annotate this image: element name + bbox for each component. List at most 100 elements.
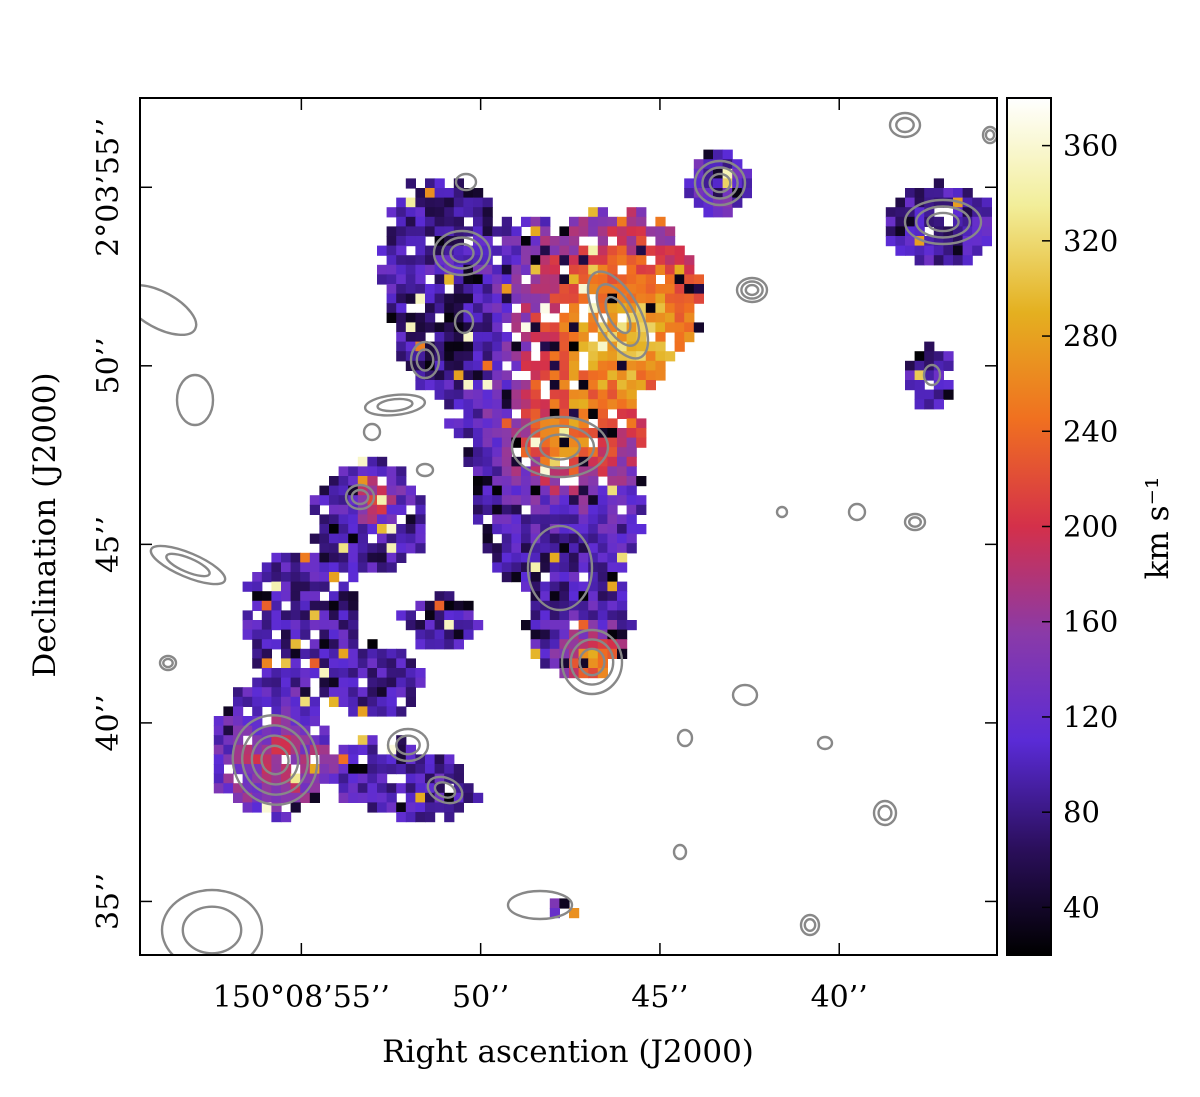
- velocity-pixel: [521, 264, 532, 275]
- velocity-pixel: [530, 648, 541, 659]
- velocity-pixel: [588, 264, 599, 275]
- velocity-pixel: [501, 245, 512, 256]
- velocity-pixel: [213, 754, 224, 765]
- velocity-pixel: [434, 792, 445, 803]
- velocity-pixel: [434, 303, 445, 314]
- velocity-pixel: [242, 581, 253, 592]
- contour-line: [578, 647, 606, 677]
- contour-line: [922, 363, 942, 387]
- velocity-pixel: [473, 216, 484, 227]
- velocity-pixel: [357, 696, 368, 707]
- velocity-pixel: [559, 581, 570, 592]
- velocity-pixel: [597, 447, 608, 458]
- velocity-pixel: [261, 600, 272, 611]
- velocity-pixel: [597, 284, 608, 295]
- velocity-pixel: [415, 754, 426, 765]
- velocity-pixel: [434, 332, 445, 343]
- velocity-pixel: [319, 572, 330, 583]
- velocity-pixel: [578, 216, 589, 227]
- velocity-pixel: [741, 188, 752, 199]
- velocity-pixel: [348, 562, 359, 573]
- velocity-pixel: [281, 562, 292, 573]
- velocity-pixel: [482, 236, 493, 247]
- velocity-pixel: [617, 322, 628, 333]
- velocity-pixel: [665, 264, 676, 275]
- velocity-pixel: [511, 476, 522, 487]
- velocity-pixel: [597, 658, 608, 669]
- velocity-pixel: [684, 312, 695, 323]
- velocity-pixel: [473, 332, 484, 343]
- velocity-pixel: [492, 274, 503, 285]
- contour-line: [984, 129, 996, 141]
- velocity-pixel: [549, 908, 560, 919]
- velocity-pixel: [588, 274, 599, 285]
- velocity-pixel: [444, 312, 455, 323]
- velocity-pixel: [377, 466, 388, 477]
- velocity-pixel: [578, 226, 589, 237]
- velocity-pixel: [626, 332, 637, 343]
- contour-line: [903, 512, 927, 532]
- velocity-pixel: [617, 581, 628, 592]
- velocity-pixel: [444, 255, 455, 266]
- velocity-pixel: [434, 610, 445, 621]
- velocity-pixel: [338, 524, 349, 535]
- velocity-pixel: [636, 245, 647, 256]
- velocity-pixel: [684, 332, 695, 343]
- velocity-pixel: [367, 658, 378, 669]
- velocity-pixel: [597, 524, 608, 535]
- velocity-pixel: [482, 447, 493, 458]
- velocity-pixel: [281, 744, 292, 755]
- velocity-pixel: [377, 495, 388, 506]
- velocity-pixel: [492, 245, 503, 256]
- contour-line: [539, 433, 582, 461]
- velocity-pixel: [290, 754, 301, 765]
- velocity-pixel: [281, 552, 292, 563]
- velocity-pixel: [223, 735, 234, 746]
- velocity-pixel: [578, 322, 589, 333]
- velocity-pixel: [607, 495, 618, 506]
- velocity-pixel: [578, 466, 589, 477]
- velocity-pixel: [617, 389, 628, 400]
- velocity-pixel: [386, 677, 397, 688]
- velocity-pixel: [357, 687, 368, 698]
- velocity-pixel: [357, 552, 368, 563]
- velocity-pixel: [588, 312, 599, 323]
- contour-line: [731, 683, 759, 707]
- velocity-pixel: [521, 485, 532, 496]
- velocity-pixel: [924, 216, 935, 227]
- velocity-pixel: [444, 639, 455, 650]
- velocity-pixel: [434, 773, 445, 784]
- velocity-pixel: [924, 197, 935, 208]
- velocity-pixel: [972, 197, 983, 208]
- velocity-pixel: [357, 792, 368, 803]
- velocity-pixel: [617, 562, 628, 573]
- contour-line: [693, 159, 747, 207]
- velocity-pixel: [415, 351, 426, 362]
- velocity-pixel: [482, 380, 493, 391]
- velocity-pixel: [425, 341, 436, 352]
- velocity-pixel: [444, 197, 455, 208]
- velocity-pixel: [578, 629, 589, 640]
- contour-line: [981, 125, 997, 145]
- velocity-pixel: [521, 389, 532, 400]
- velocity-pixel: [252, 591, 263, 602]
- velocity-pixel: [415, 543, 426, 554]
- velocity-pixel: [386, 543, 397, 554]
- velocity-pixel: [511, 418, 522, 429]
- velocity-pixel: [914, 360, 925, 371]
- velocity-pixel: [501, 552, 512, 563]
- velocity-pixel: [386, 764, 397, 775]
- velocity-pixel: [271, 562, 282, 573]
- velocity-pixel: [549, 591, 560, 602]
- velocity-pixel: [396, 274, 407, 285]
- velocity-pixel: [357, 495, 368, 506]
- velocity-pixel: [597, 418, 608, 429]
- velocity-pixel: [492, 226, 503, 237]
- velocity-pixel: [713, 178, 724, 189]
- velocity-pixel: [396, 264, 407, 275]
- velocity-pixel: [396, 476, 407, 487]
- velocity-pixel: [271, 552, 282, 563]
- velocity-pixel: [425, 207, 436, 218]
- velocity-pixel: [453, 620, 464, 631]
- velocity-pixel: [607, 485, 618, 496]
